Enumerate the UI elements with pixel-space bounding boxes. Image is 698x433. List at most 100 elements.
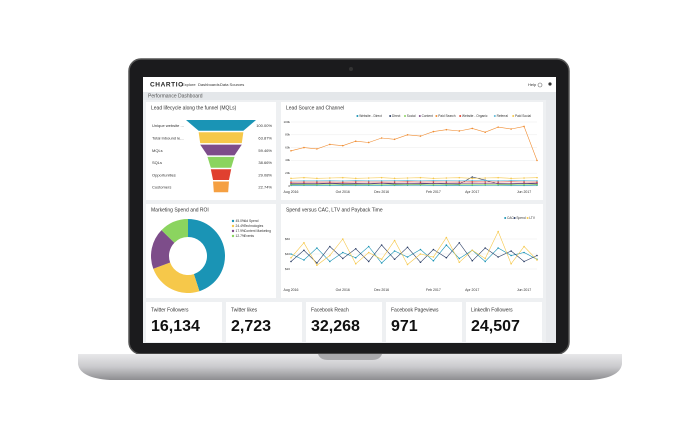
data-point xyxy=(458,183,461,186)
kpi-value: 16,134 xyxy=(151,318,200,335)
data-point xyxy=(497,247,499,249)
funnel-label: Opportunities xyxy=(152,172,176,177)
y-tick-label: $40 xyxy=(285,252,290,256)
data-point xyxy=(290,256,292,259)
funnel-value: 38.66% xyxy=(258,160,272,165)
y-tick-label: 60k xyxy=(285,145,290,149)
legend-label: Paid Social xyxy=(515,114,531,118)
data-point xyxy=(471,127,474,130)
data-point xyxy=(432,248,435,251)
data-point xyxy=(303,182,305,185)
data-point xyxy=(471,179,474,182)
data-point xyxy=(316,177,318,180)
data-point xyxy=(419,179,422,182)
legend-label: Website - Direct xyxy=(359,114,382,118)
legend-label: Events xyxy=(244,234,254,238)
data-point xyxy=(303,259,305,261)
user-icon[interactable] xyxy=(548,82,552,86)
logo[interactable]: CHARTIO xyxy=(150,82,184,89)
funnel-value: 59.46% xyxy=(258,148,272,153)
data-point xyxy=(510,182,512,185)
data-point xyxy=(316,183,318,186)
data-point xyxy=(497,230,499,233)
data-point xyxy=(484,179,487,182)
data-point xyxy=(484,177,487,179)
help-link[interactable]: Help xyxy=(528,82,537,87)
data-point xyxy=(458,180,461,182)
data-point xyxy=(341,257,344,260)
x-tick-label: Aug 2016 xyxy=(284,288,299,292)
data-point xyxy=(393,250,396,252)
data-point xyxy=(341,183,344,186)
data-point xyxy=(471,176,474,178)
data-point xyxy=(329,143,331,146)
data-point xyxy=(341,176,344,179)
data-point xyxy=(484,183,487,186)
data-point xyxy=(510,250,512,252)
funnel-segment xyxy=(210,169,232,180)
nav-link[interactable]: Data Sources xyxy=(220,82,244,87)
data-point xyxy=(380,183,383,186)
data-point xyxy=(510,181,512,183)
legend-swatch xyxy=(418,115,421,117)
series-line xyxy=(290,230,538,266)
data-point xyxy=(380,180,383,182)
data-point xyxy=(510,262,512,265)
data-point xyxy=(354,262,357,265)
funnel-label: Total Inbound le... xyxy=(152,136,184,141)
data-point xyxy=(471,249,474,252)
data-point xyxy=(380,137,383,139)
legend-value: 24.4% xyxy=(236,224,245,228)
legend-value: 17.9% xyxy=(236,229,245,233)
search-box[interactable] xyxy=(248,81,448,89)
data-point xyxy=(432,259,435,262)
kpi-label: Twitter likes xyxy=(231,307,258,313)
data-point xyxy=(497,182,499,185)
y-tick-label: 40k xyxy=(285,158,290,162)
data-point xyxy=(484,260,487,263)
data-point xyxy=(536,254,538,257)
funnel-segment xyxy=(200,144,242,156)
data-point xyxy=(329,254,331,257)
data-point xyxy=(536,181,538,183)
data-point xyxy=(380,181,383,183)
legend-swatch xyxy=(231,219,235,223)
kpi-value: 971 xyxy=(391,318,418,335)
data-point xyxy=(484,131,487,134)
x-tick-label: Feb 2017 xyxy=(426,190,441,194)
panel-title: Spend versus CAC, LTV and Payback Time xyxy=(286,207,383,213)
funnel-value: 29.08% xyxy=(258,172,272,177)
funnel-value: 63.87% xyxy=(258,136,272,141)
laptop-notch xyxy=(318,354,382,360)
laptop-base xyxy=(78,354,622,380)
data-point xyxy=(367,183,370,186)
pie-slice xyxy=(161,219,188,243)
data-point xyxy=(303,183,305,186)
data-point xyxy=(303,179,305,182)
notification-icon[interactable] xyxy=(537,82,543,88)
data-point xyxy=(523,182,525,185)
data-point xyxy=(393,183,396,186)
data-point xyxy=(354,140,357,142)
data-point xyxy=(523,181,525,183)
funnel-segment xyxy=(213,181,229,193)
data-point xyxy=(354,177,357,180)
legend-swatch xyxy=(356,115,359,117)
legend-swatch xyxy=(404,115,406,117)
data-point xyxy=(445,244,448,246)
y-tick-label: 20k xyxy=(285,171,290,175)
nav-link[interactable]: Explore xyxy=(182,82,196,87)
data-point xyxy=(458,182,461,185)
data-point xyxy=(458,257,461,260)
data-point xyxy=(380,262,383,264)
panel-title: Lead lifecycle along the funnel (MQLs) xyxy=(151,105,237,111)
nav-link[interactable]: Dashboards xyxy=(198,82,220,87)
legend-swatch xyxy=(504,217,507,219)
series-line xyxy=(290,177,538,179)
data-point xyxy=(536,159,538,162)
data-point xyxy=(354,183,357,186)
y-tick-label: $20 xyxy=(285,267,290,271)
legend-swatch xyxy=(389,115,392,117)
data-point xyxy=(419,253,422,255)
kpi-tile xyxy=(386,302,462,342)
